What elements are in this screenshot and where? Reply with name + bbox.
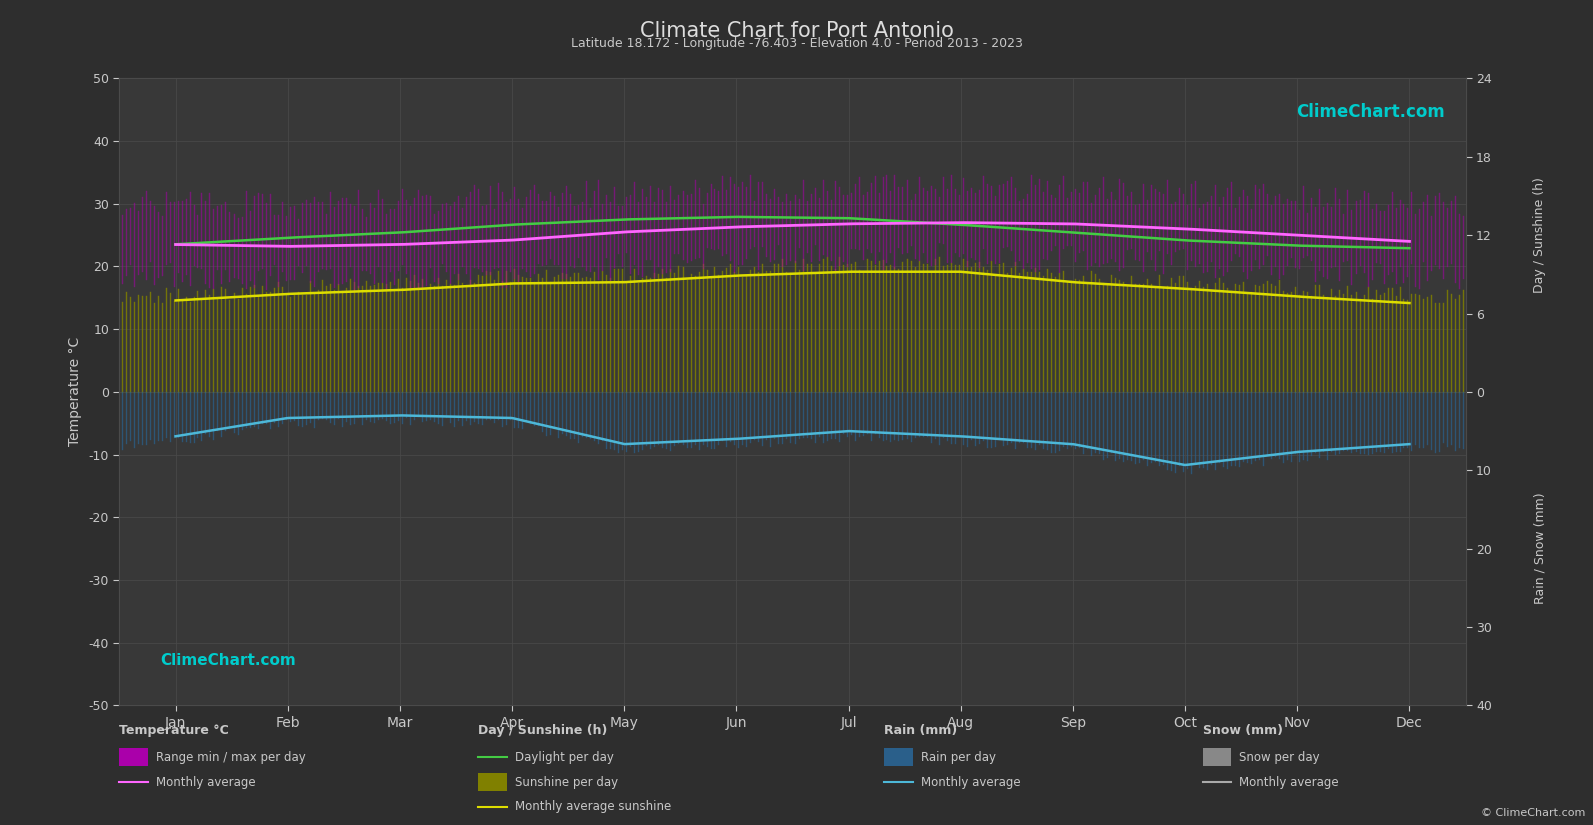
Text: Rain / Snow (mm): Rain / Snow (mm) (1532, 493, 1547, 605)
Text: Climate Chart for Port Antonio: Climate Chart for Port Antonio (639, 21, 954, 40)
Text: Sunshine per day: Sunshine per day (515, 776, 618, 789)
Text: Day / Sunshine (h): Day / Sunshine (h) (478, 724, 607, 737)
Text: © ClimeChart.com: © ClimeChart.com (1480, 808, 1585, 818)
Text: ClimeChart.com: ClimeChart.com (1297, 103, 1445, 121)
Text: Day / Sunshine (h): Day / Sunshine (h) (1532, 177, 1547, 293)
Text: Temperature °C: Temperature °C (119, 724, 229, 737)
Text: Latitude 18.172 - Longitude -76.403 - Elevation 4.0 - Period 2013 - 2023: Latitude 18.172 - Longitude -76.403 - El… (570, 37, 1023, 50)
Text: Rain (mm): Rain (mm) (884, 724, 957, 737)
Text: Monthly average: Monthly average (1239, 776, 1340, 789)
Text: ClimeChart.com: ClimeChart.com (159, 653, 296, 667)
Text: Daylight per day: Daylight per day (515, 751, 613, 764)
Text: Snow per day: Snow per day (1239, 751, 1321, 764)
Text: Monthly average: Monthly average (156, 776, 256, 789)
Text: Monthly average: Monthly average (921, 776, 1021, 789)
Text: Monthly average sunshine: Monthly average sunshine (515, 800, 671, 813)
Y-axis label: Temperature °C: Temperature °C (67, 337, 81, 446)
Text: Snow (mm): Snow (mm) (1203, 724, 1282, 737)
Text: Rain per day: Rain per day (921, 751, 996, 764)
Text: Range min / max per day: Range min / max per day (156, 751, 306, 764)
